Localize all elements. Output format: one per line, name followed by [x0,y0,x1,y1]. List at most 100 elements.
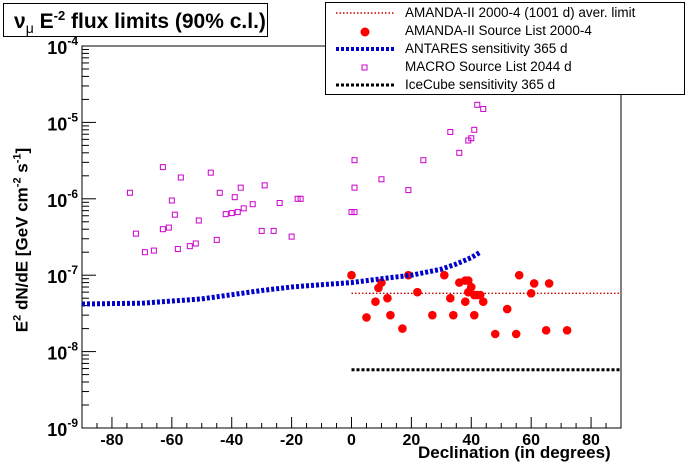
x-axis-label: Declination (in degrees) [418,443,611,462]
amanda-source-point [446,293,455,303]
y-tick-exponent: -8 [67,340,78,354]
legend-label-antares: ANTARES sensitivity 365 d [405,41,568,56]
legend-entry-icecube: IceCube sensitivity 365 d [326,76,684,94]
y-tick-label: 10-6 [47,187,78,211]
ylabel-a-sup: 2 [11,314,24,321]
amanda-source-point [469,310,479,320]
macro-source-point [456,149,463,156]
macro-source-point [378,176,385,183]
legend-entry-amanda-sources: AMANDA-II Source List 2000-4 [326,22,684,40]
amanda-source-point [428,310,437,320]
ylabel-b: dN/dE [GeV cm [12,187,32,315]
chart-title-box: νμ E-2 flux limits (90% c.l.) [3,3,268,37]
macro-source-point [213,236,220,243]
y-tick-label: 10-7 [47,263,78,287]
macro-source-point [186,243,193,250]
macro-source-point [351,209,358,216]
y-tick-base: 10 [47,267,67,287]
macro-source-point [276,200,283,207]
title-main: E [33,10,54,33]
x-tick-label: -20 [280,432,303,449]
macro-source-point [447,128,454,135]
y-tick-base: 10 [47,191,67,211]
macro-source-point [237,184,244,191]
legend: AMANDA-II 2000-4 (1001 d) aver. limit AM… [325,2,685,95]
y-tick-label: 10-8 [47,340,78,364]
amanda-source-point [490,329,500,339]
y-tick-base: 10 [47,344,67,364]
macro-source-point [420,157,427,164]
amanda-source-point [463,276,473,285]
legend-label-icecube: IceCube sensitivity 365 d [405,77,556,92]
macro-source-point [150,247,157,254]
series-line-2 [81,250,482,307]
y-tick-exponent: -9 [67,416,78,430]
macro-source-point [474,101,481,108]
amanda-source-point [478,297,488,306]
macro-source-point [165,224,172,231]
y-tick-label: 10-5 [47,110,78,134]
legend-symbol-icecube [336,83,394,87]
macro-source-point [216,189,223,196]
x-tick-label: -40 [220,432,243,449]
amanda-source-point [449,310,458,320]
macro-source-point [240,205,247,212]
macro-source-point [207,169,214,176]
macro-source-point [234,209,241,216]
y-tick-exponent: -6 [67,187,78,201]
x-tick-label: 0 [347,432,356,449]
macro-source-point [192,240,199,247]
x-tick-label: 80 [582,432,600,449]
amanda-source-point [502,304,512,314]
legend-label-amanda-limit: AMANDA-II 2000-4 (1001 d) aver. limit [405,5,636,20]
amanda-source-point [529,279,539,288]
x-tick-label: -80 [100,432,123,449]
amanda-source-point [383,293,392,303]
amanda-source-point [466,282,476,292]
macro-source-point [159,226,166,233]
macro-source-point [288,233,295,240]
amanda-source-point [362,313,371,322]
amanda-source-point [514,270,524,280]
legend-symbol-amanda-limit [336,12,394,14]
legend-entry-amanda-limit: AMANDA-II 2000-4 (1001 d) aver. limit [326,4,684,22]
y-axis-label: E2 dN/dE [GeV cm-2 s-1] [12,148,33,332]
macro-source-point [351,157,358,164]
chart-title: νμ E-2 flux limits (90% c.l.) [14,8,266,36]
y-tick-exponent: -4 [67,34,78,48]
ylabel-d: ] [12,147,32,154]
macro-source-point [174,246,181,253]
macro-source-point [261,182,268,189]
amanda-source-point [544,279,554,288]
macro-source-point [171,211,178,218]
x-tick-label: -60 [160,432,183,449]
y-tick-label: 10-4 [47,34,78,58]
amanda-source-point [413,287,422,297]
legend-entry-macro: MACRO Source List 2044 d [326,58,684,76]
amanda-source-point [386,310,395,320]
x-tick-label: 20 [402,432,420,449]
y-tick-base: 10 [47,38,67,58]
y-tick-base: 10 [47,114,67,134]
macro-source-point [132,230,139,237]
x-tick-label: 40 [462,432,480,449]
title-rest: flux limits (90% c.l.) [65,10,266,33]
macro-source-point [195,217,202,224]
amanda-source-point [460,297,470,306]
macro-source-point [222,211,229,218]
macro-source-point [177,174,184,181]
macro-source-point [351,184,358,191]
macro-source-point [258,227,265,234]
amanda-source-point [398,324,407,333]
macro-source-point [270,227,277,234]
ylabel-b-sup: -2 [11,177,24,188]
amanda-source-point [347,270,356,280]
legend-symbol-amanda-sources [360,27,370,37]
macro-source-point [231,194,238,201]
x-tick-label: 60 [522,432,540,449]
macro-source-point [126,189,133,196]
ylabel-c: s [12,163,32,178]
legend-label-amanda-sources: AMANDA-II Source List 2000-4 [405,23,592,38]
amanda-source-point [562,326,572,335]
